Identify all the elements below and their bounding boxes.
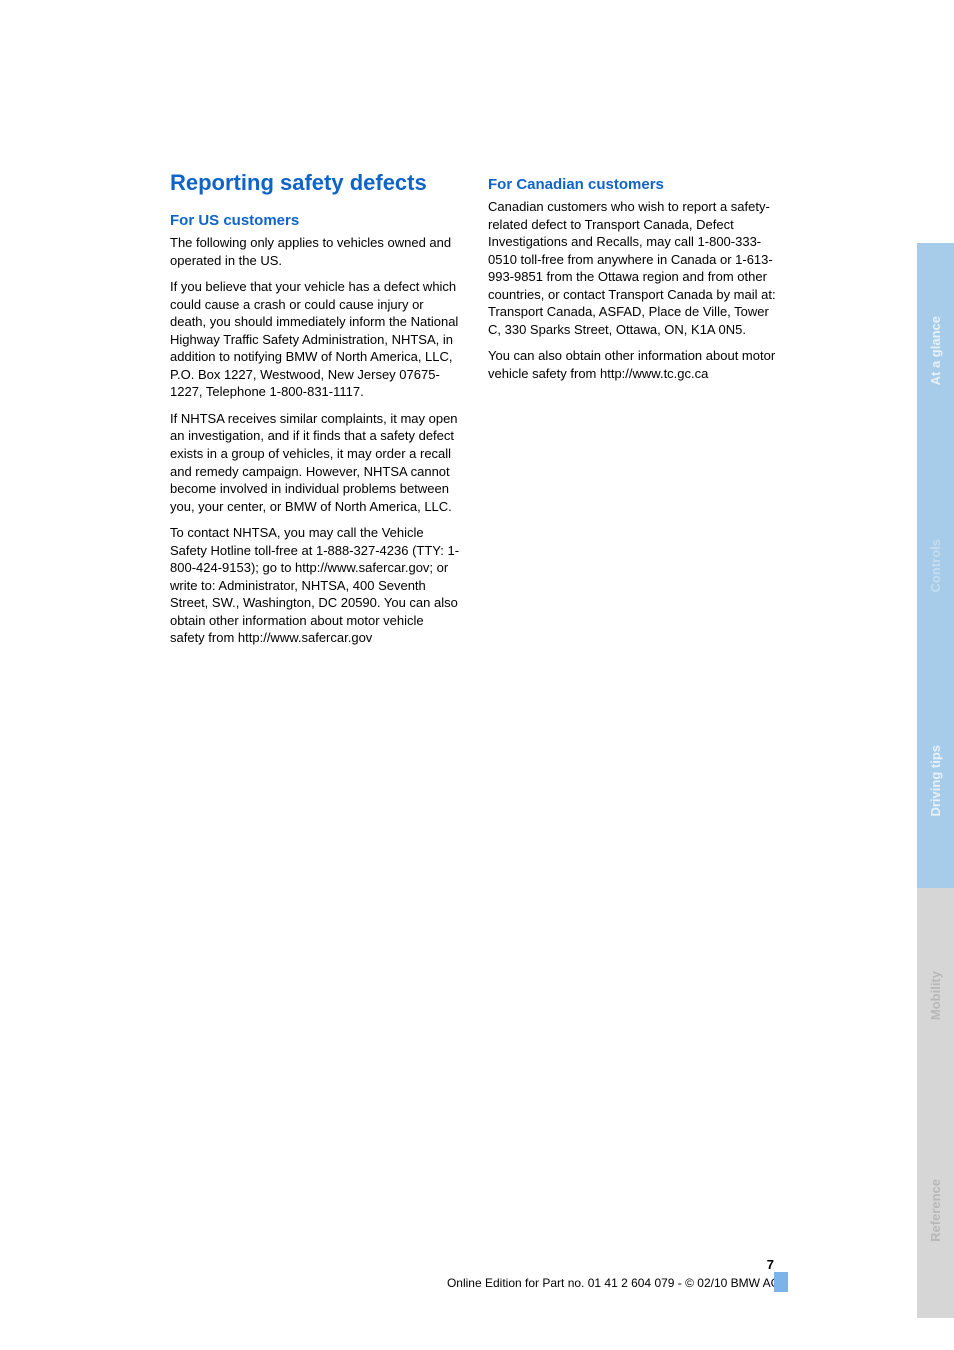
tab-label: Reference [928, 1179, 943, 1242]
tab-at-a-glance[interactable]: At a glance [916, 243, 954, 458]
tab-label: Mobility [928, 971, 943, 1020]
page-footer: 7 Online Edition for Part no. 01 41 2 60… [170, 1257, 780, 1290]
left-column: For US customers The following only appl… [170, 212, 460, 656]
side-tabs: At a glance Controls Driving tips Mobili… [916, 243, 954, 1318]
tab-mobility[interactable]: Mobility [916, 888, 954, 1103]
page-number: 7 [170, 1257, 774, 1272]
body-paragraph: To contact NHTSA, you may call the Vehic… [170, 524, 460, 647]
tab-label: At a glance [928, 316, 943, 385]
page-content: Reporting safety defects For US customer… [170, 170, 780, 656]
body-paragraph: The following only applies to vehicles o… [170, 234, 460, 269]
right-column: For Canadian customers Canadian customer… [488, 176, 778, 656]
page-marker [774, 1272, 788, 1292]
tab-label: Driving tips [928, 745, 943, 817]
canadian-customers-heading: For Canadian customers [488, 176, 778, 193]
tab-driving-tips[interactable]: Driving tips [916, 673, 954, 888]
tab-controls[interactable]: Controls [916, 458, 954, 673]
tab-reference[interactable]: Reference [916, 1103, 954, 1318]
body-paragraph: If NHTSA receives similar complaints, it… [170, 410, 460, 515]
two-column-layout: For US customers The following only appl… [170, 212, 780, 656]
body-paragraph: Canadian customers who wish to report a … [488, 198, 778, 338]
body-paragraph: You can also obtain other information ab… [488, 347, 778, 382]
tab-label: Controls [928, 539, 943, 592]
body-paragraph: If you believe that your vehicle has a d… [170, 278, 460, 401]
edition-line: Online Edition for Part no. 01 41 2 604 … [170, 1276, 780, 1290]
us-customers-heading: For US customers [170, 212, 460, 229]
